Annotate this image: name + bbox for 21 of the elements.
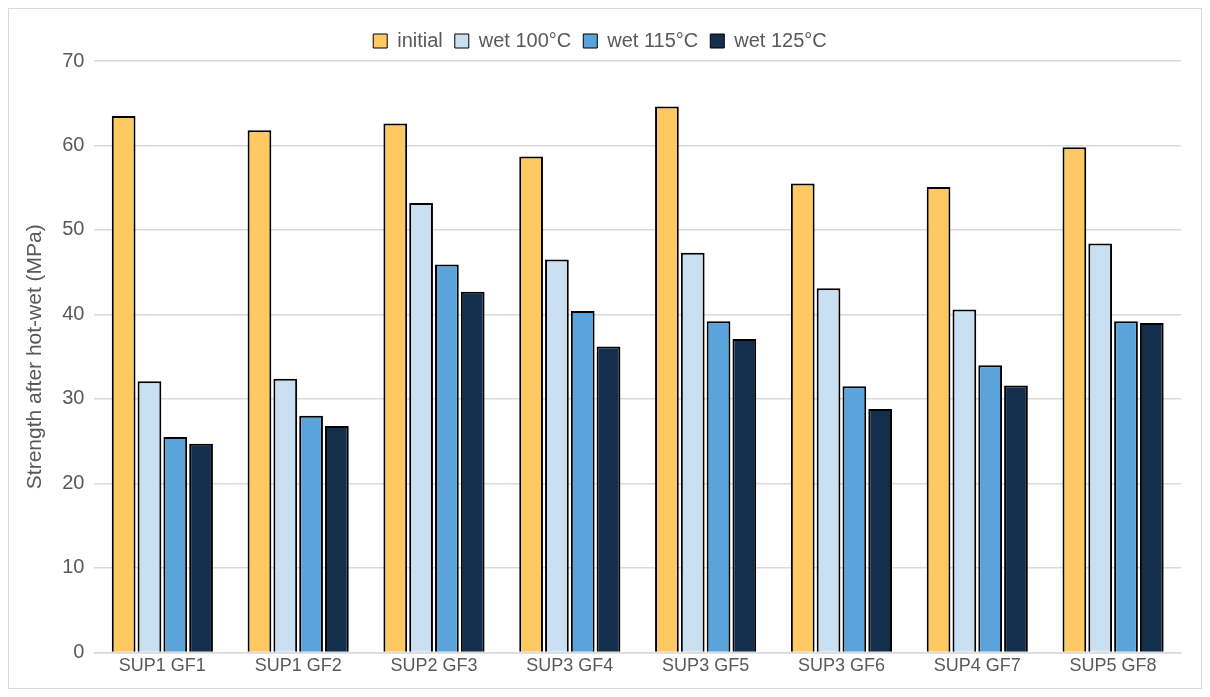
x-tick-label: SUP4 GF7	[933, 655, 1021, 676]
y-tick-label: 60	[62, 133, 85, 155]
y-tick-label: 40	[62, 301, 85, 324]
x-tick-label: SUP3 GF5	[662, 655, 750, 676]
x-tick-label: SUP5 GF8	[1069, 655, 1157, 676]
legend-label: wet 100°C	[477, 28, 572, 51]
x-tick-label: SUP2 GF3	[390, 655, 478, 676]
x-tick-label: SUP1 GF1	[118, 655, 206, 676]
y-tick-label: 10	[62, 555, 85, 578]
y-tick-label: 50	[62, 217, 85, 240]
y-tick-label: 70	[62, 48, 85, 71]
x-tick-label: SUP3 GF4	[526, 655, 614, 676]
legend-label: wet 125°C	[733, 28, 827, 51]
y-tick-label: 30	[62, 386, 85, 409]
y-tick-label: 0	[73, 639, 85, 662]
y-tick-label: 20	[62, 470, 85, 493]
x-tick-label: SUP1 GF2	[254, 655, 342, 676]
legend-label: wet 115°C	[606, 28, 699, 51]
y-axis-title: Strength after hot-wet (MPa)	[22, 224, 46, 490]
x-tick-label: SUP3 GF6	[797, 655, 885, 676]
legend-label: initial	[397, 28, 443, 51]
